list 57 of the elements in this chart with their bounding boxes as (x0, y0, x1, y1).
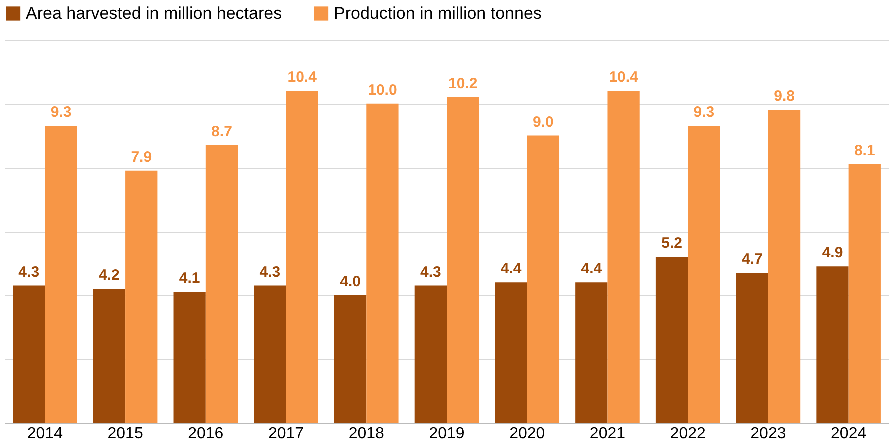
data-label: 5.2 (662, 235, 682, 252)
data-label: 9.3 (50, 104, 72, 122)
x-tick-label: 2021 (590, 426, 626, 442)
bar (688, 126, 720, 423)
data-label: 9.8 (774, 88, 795, 106)
data-label: 4.3 (18, 264, 40, 281)
x-tick-label: 2022 (670, 426, 706, 442)
bar (174, 292, 206, 423)
bar (656, 257, 688, 423)
bar (13, 286, 46, 423)
x-tick-label: 2015 (108, 426, 144, 442)
x-tick-label: 2018 (348, 426, 385, 442)
data-label: 4.0 (340, 273, 361, 290)
bar (93, 288, 126, 423)
legend-label: Area harvested in million hectares (26, 4, 282, 23)
bar (45, 126, 78, 423)
data-label: 4.9 (822, 244, 844, 262)
bar (126, 170, 158, 423)
bar (576, 282, 608, 423)
data-label: 9.3 (694, 104, 715, 122)
bar (848, 164, 881, 423)
data-label: 9.0 (533, 114, 554, 131)
bar (254, 286, 286, 423)
x-tick-label: 2019 (429, 426, 465, 442)
x-tick-label: 2024 (831, 426, 867, 442)
data-label: 4.1 (179, 270, 200, 288)
x-tick-label: 2017 (268, 426, 304, 442)
bar (495, 282, 528, 423)
data-label: 10.4 (609, 69, 640, 86)
legend-label: Production in million tonnes (334, 4, 542, 23)
bar (608, 91, 640, 423)
bar (816, 266, 849, 423)
data-label: 4.3 (420, 264, 442, 281)
bar (414, 286, 447, 423)
bar (768, 110, 801, 423)
bar (206, 145, 238, 423)
data-label: 4.7 (742, 250, 763, 268)
x-tick-label: 2014 (27, 426, 64, 442)
data-label: 8.1 (854, 142, 876, 160)
bar (447, 97, 480, 423)
bar (736, 272, 768, 423)
data-label: 4.4 (500, 260, 522, 278)
data-label: 10.0 (368, 82, 398, 99)
data-label: 7.9 (131, 148, 152, 166)
data-label: 4.4 (581, 260, 603, 278)
bar (286, 91, 318, 423)
data-label: 10.4 (288, 69, 318, 86)
bar (334, 295, 367, 423)
data-label: 10.2 (448, 75, 478, 92)
x-tick-label: 2020 (510, 426, 546, 442)
data-label: 4.2 (99, 266, 120, 284)
data-label: 8.7 (212, 123, 232, 140)
data-label: 4.3 (260, 264, 281, 281)
x-tick-label: 2023 (750, 426, 786, 442)
bar (527, 136, 560, 423)
x-tick-label: 2016 (188, 426, 224, 442)
bar (366, 104, 399, 423)
